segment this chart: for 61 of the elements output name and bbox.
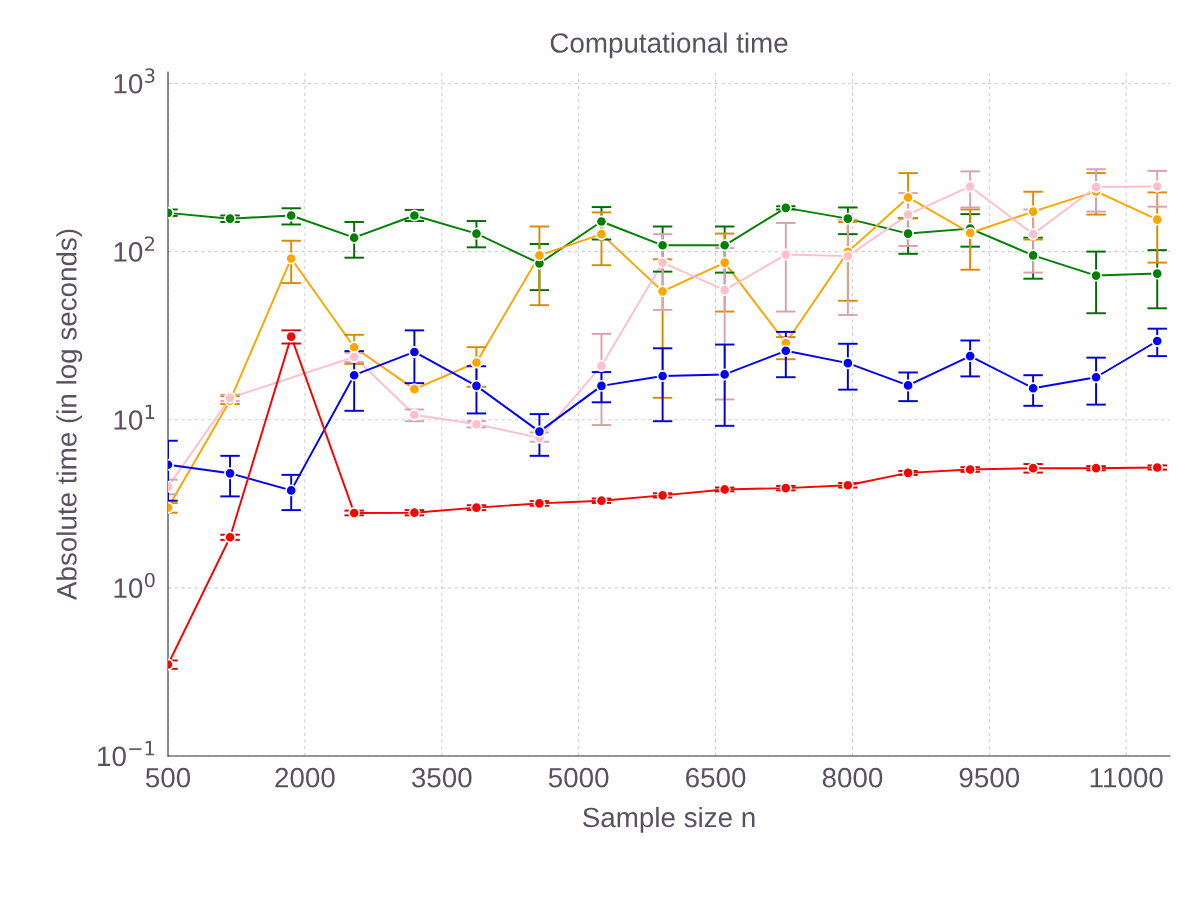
point [718, 368, 731, 381]
point [841, 250, 854, 263]
point [1090, 269, 1103, 282]
point [779, 482, 792, 495]
point [902, 379, 915, 392]
point [902, 208, 915, 221]
point [408, 408, 421, 421]
point [595, 215, 608, 228]
x-tick-label: 11000 [1090, 767, 1163, 788]
point [1027, 382, 1040, 395]
point [779, 201, 792, 214]
y-tick-label: 10$^{3}$ [114, 68, 155, 94]
point [595, 228, 608, 241]
point [348, 506, 361, 519]
point [408, 345, 421, 358]
point [656, 239, 669, 252]
point [718, 284, 731, 297]
y-tick-label: 10$^{−1}$ [98, 741, 155, 767]
point [348, 231, 361, 244]
point [224, 531, 237, 544]
point [964, 227, 977, 239]
point [902, 191, 915, 204]
point [1027, 249, 1040, 262]
point [1027, 228, 1040, 241]
x-tick-label: 2000 [275, 767, 335, 788]
point [779, 344, 792, 357]
point [285, 209, 298, 222]
y-axis-title: Absolute time (in log seconds) [56, 229, 83, 600]
point [964, 180, 977, 193]
point [841, 212, 854, 225]
chart-title: Computational time [550, 32, 788, 59]
x-tick-label: 8000 [822, 767, 883, 788]
point [408, 209, 421, 222]
point [718, 239, 731, 252]
point [1090, 181, 1103, 194]
point [1027, 205, 1040, 218]
y-tick-label: 10$^{0}$ [114, 572, 155, 598]
point [348, 369, 361, 382]
x-tick-label: 5000 [548, 767, 609, 788]
point [841, 357, 854, 370]
x-tick-label: 3500 [411, 767, 472, 788]
point [656, 256, 669, 269]
x-tick-label: 6500 [686, 767, 746, 788]
point [1027, 462, 1040, 475]
point [1090, 371, 1103, 384]
x-tick-label: 500 [145, 767, 191, 788]
point [902, 466, 915, 479]
point [656, 370, 669, 382]
y-tick-label: 10$^{2}$ [114, 236, 155, 262]
x-tick-label: 9500 [959, 767, 1020, 788]
point [595, 379, 608, 392]
point [470, 356, 483, 369]
point [902, 227, 915, 240]
point [533, 425, 546, 438]
y-tick-label: 10$^{1}$ [114, 404, 155, 430]
point [779, 248, 792, 261]
point [470, 227, 483, 240]
point [964, 350, 977, 363]
point [470, 379, 483, 392]
x-axis-title: Sample size n [583, 806, 755, 833]
point [224, 467, 237, 480]
